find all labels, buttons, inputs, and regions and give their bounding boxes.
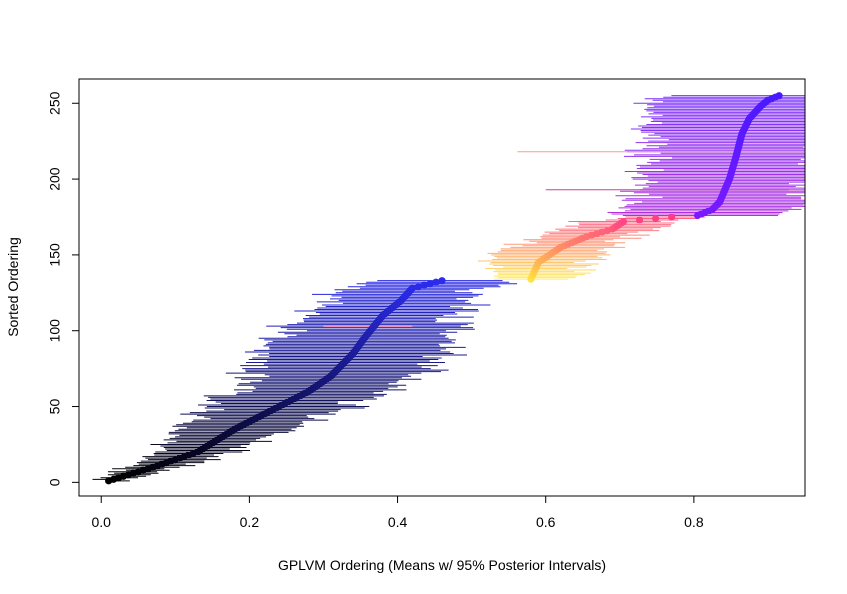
y-tick-label: 0 bbox=[47, 478, 63, 486]
mean-point bbox=[652, 214, 660, 223]
mean-points bbox=[105, 92, 783, 485]
y-tick-label: 200 bbox=[47, 167, 63, 191]
mean-point bbox=[408, 284, 416, 292]
x-tick-label: 0.2 bbox=[240, 514, 260, 530]
mean-point bbox=[635, 216, 644, 224]
mean-point bbox=[619, 217, 628, 226]
x-tick-label: 0.8 bbox=[684, 514, 704, 530]
mean-point bbox=[426, 280, 434, 288]
mean-point bbox=[414, 283, 422, 291]
y-axis: 0 50 100 150 200 250 bbox=[47, 91, 80, 486]
mean-point bbox=[420, 281, 428, 289]
x-tick-label: 0.4 bbox=[388, 514, 408, 530]
x-tick-label: 0.0 bbox=[91, 514, 111, 530]
mean-point bbox=[668, 213, 676, 221]
x-tick-label: 0.6 bbox=[536, 514, 556, 530]
y-tick-label: 250 bbox=[47, 91, 63, 115]
mean-point bbox=[775, 92, 783, 100]
y-tick-label: 100 bbox=[47, 319, 63, 343]
y-tick-label: 50 bbox=[47, 399, 63, 415]
y-tick-label: 150 bbox=[47, 243, 63, 267]
mean-point bbox=[438, 277, 446, 285]
posterior-intervals bbox=[92, 95, 805, 482]
x-axis-title: GPLVM Ordering (Means w/ 95% Posterior I… bbox=[278, 557, 606, 573]
mean-point bbox=[432, 278, 440, 286]
y-axis-title: Sorted Ordering bbox=[5, 237, 21, 337]
x-axis: 0.0 0.2 0.4 0.6 0.8 bbox=[91, 495, 704, 530]
